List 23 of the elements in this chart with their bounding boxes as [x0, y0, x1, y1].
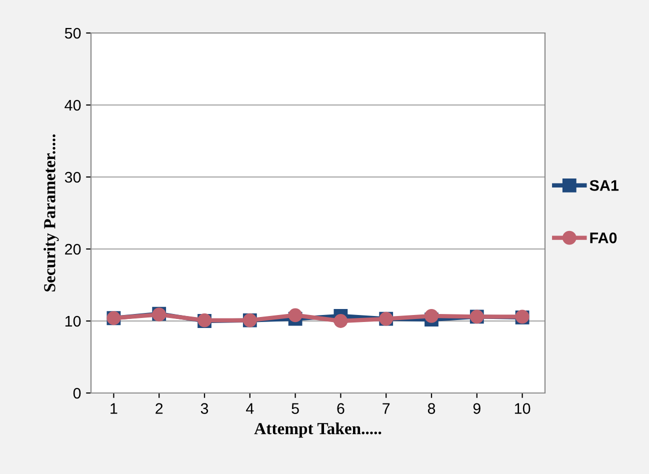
x-tick-label: 4: [246, 403, 254, 414]
x-tick-label: 3: [200, 403, 208, 414]
x-axis-title: Attempt Taken.....: [254, 422, 382, 438]
y-tick-label: 50: [64, 28, 81, 39]
point: [424, 309, 438, 323]
x-tick-label: 10: [514, 403, 530, 414]
point: [288, 308, 302, 322]
x-tick-label: 5: [292, 403, 299, 414]
x-tick-label: 1: [110, 403, 118, 414]
x-tick-label: 2: [156, 403, 163, 414]
x-tick-label: 6: [337, 403, 344, 414]
x-tick-label: 9: [473, 403, 480, 414]
x-tick-label: 7: [382, 403, 390, 414]
legend-label: SA1: [590, 180, 619, 191]
legend-label: FA0: [590, 232, 617, 244]
y-tick-label: 20: [65, 244, 81, 255]
x-tick-label: 8: [428, 403, 436, 414]
y-axis-title: Security Parameter.....: [44, 134, 59, 292]
y-tick-label: 10: [65, 316, 81, 327]
y-tick-label: 40: [64, 100, 81, 111]
y-tick-label: 0: [73, 388, 81, 399]
y-tick-label: 30: [64, 172, 81, 183]
point: [334, 314, 348, 328]
